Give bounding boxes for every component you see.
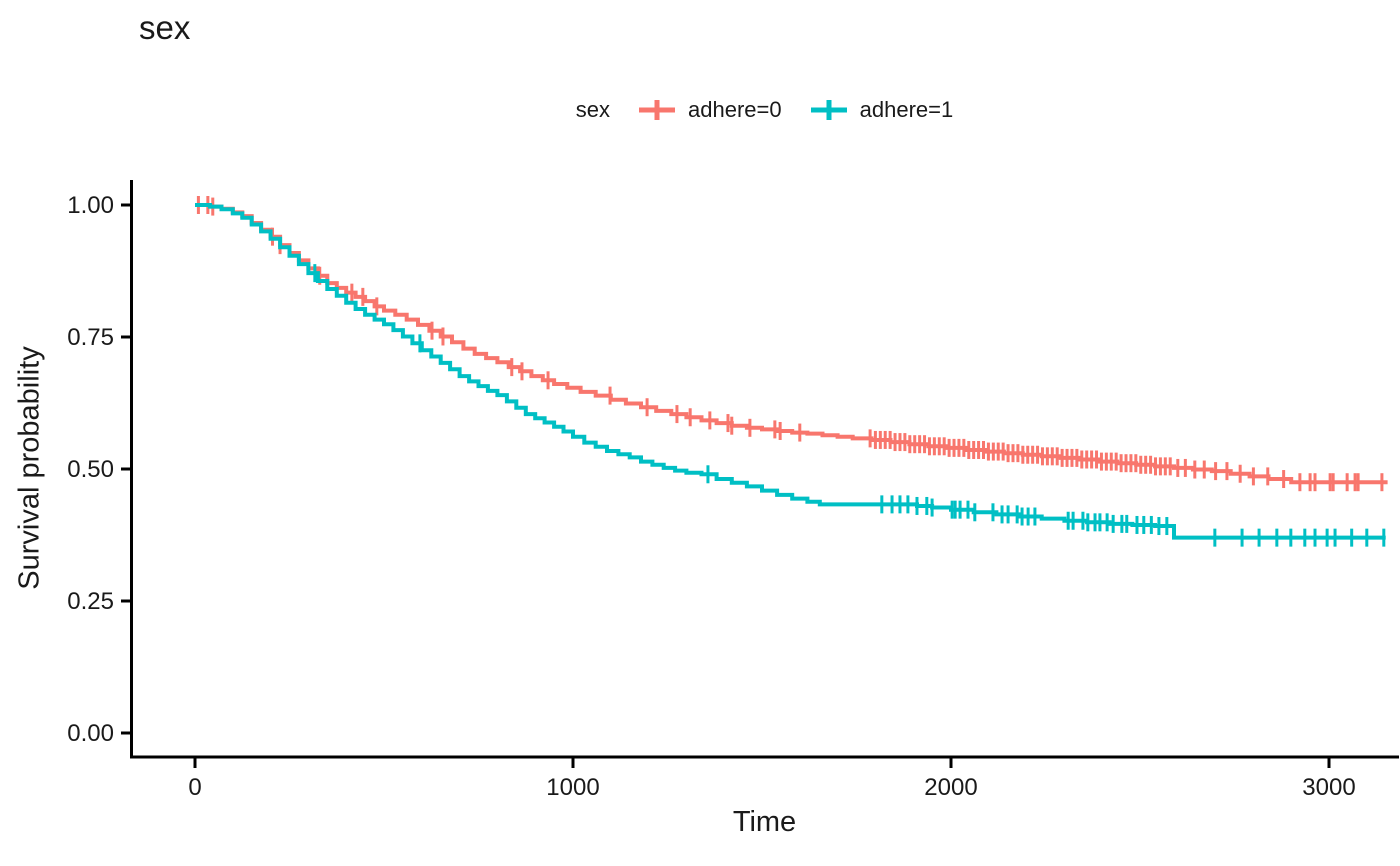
y-tick-label: 0.00 [67,720,114,747]
x-tick-label: 2000 [924,774,977,801]
survival-curve-adhere0 [195,203,1388,485]
legend-item-adhere1: adhere=1 [808,97,954,123]
plot-title: sex [139,9,191,46]
y-axis-title: Survival probability [13,346,46,590]
legend: sex adhere=0 adhere=1 [130,92,1399,128]
x-tick-label: 1000 [546,774,599,801]
legend-title: sex [575,97,611,122]
y-tick-label: 0.50 [67,456,114,483]
legend-label-adhere1: adhere=1 [859,97,954,122]
survival-curve-adhere1 [195,203,1386,540]
plus-key-icon-adhere1 [810,100,847,120]
plus-key-icon-adhere0 [639,100,676,120]
y-tick-label: 0.75 [67,324,114,351]
x-axis-title: Time [732,806,797,838]
x-tick-label: 0 [188,774,201,801]
y-tick-label: 0.25 [67,588,114,615]
x-tick-label: 3000 [1302,774,1355,801]
legend-label-adhere0: adhere=0 [688,97,782,122]
legend-item-adhere0: adhere=0 [636,97,782,123]
y-tick-label: 1.00 [67,192,114,219]
